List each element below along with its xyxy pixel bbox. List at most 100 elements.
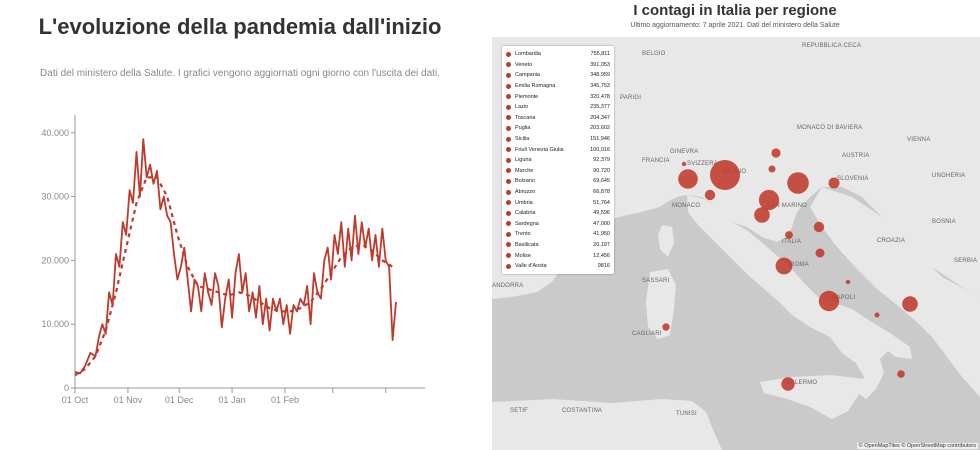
legend-row: Valle d'Aosta 9816	[506, 261, 610, 272]
land-north-africa	[492, 399, 722, 450]
legend-region-name: Calabria	[515, 210, 536, 217]
legend-region-name: Veneto	[515, 61, 533, 68]
legend-region-name: Lazio	[515, 104, 529, 111]
x-tick-label: 01 Dec	[165, 395, 194, 405]
legend-dot	[506, 72, 511, 78]
legend-region-value: 47,000	[593, 220, 610, 227]
legend-row: Piemonte 320,478	[506, 91, 610, 102]
place-label: ROMA	[790, 262, 809, 268]
place-label: UNGHERIA	[932, 173, 965, 179]
legend-region-value: 235,377	[590, 104, 610, 111]
legend-dot	[506, 51, 511, 57]
legend-region-name: Campania	[515, 72, 541, 79]
map-legend: Lombardia 755,811 Veneto 391,053 Campania 348…	[502, 46, 614, 275]
region-bubble	[775, 257, 793, 275]
legend-row: Calabria 49,596	[506, 208, 610, 219]
region-bubble	[818, 290, 840, 312]
legend-region-value: 348,959	[590, 72, 610, 79]
y-tick-label: 10.000	[41, 319, 69, 329]
place-label: CAGLIARI	[632, 331, 662, 337]
place-label: BELGIO	[642, 51, 666, 57]
legend-region-name: Toscana	[515, 114, 536, 121]
chart-title: L'evoluzione della pandemia dall'inizio	[38, 14, 442, 39]
legend-row: Umbria 51,764	[506, 197, 610, 208]
legend-dot	[506, 115, 511, 121]
legend-region-name: Sardegna	[515, 220, 539, 227]
legend-row: Veneto 391,053	[506, 60, 610, 71]
legend-dot	[506, 168, 511, 174]
legend-region-name: Umbria	[515, 199, 533, 206]
place-label: SERBIA	[954, 258, 977, 264]
region-bubble	[902, 296, 918, 312]
daily-cases-line	[74, 138, 397, 375]
place-label: ITALIA	[782, 239, 801, 245]
legend-dot	[506, 263, 511, 269]
region-bubble	[662, 323, 670, 331]
region-bubble	[813, 221, 825, 233]
legend-row: Trento 41,950	[506, 229, 610, 240]
legend-region-value: 66,878	[593, 189, 610, 196]
legend-dot	[506, 104, 511, 110]
region-bubble	[845, 279, 851, 285]
place-label: FRANCIA	[642, 158, 670, 164]
chart-panel: L'evoluzione della pandemia dall'inizio …	[38, 14, 442, 405]
place-label: SVIZZERA	[687, 161, 718, 167]
place-label: TUNISI	[676, 411, 697, 417]
legend-region-value: 755,811	[590, 51, 610, 58]
region-bubble	[787, 172, 809, 194]
legend-dot	[506, 242, 511, 248]
land-sardinia	[646, 269, 676, 339]
legend-dot	[506, 136, 511, 142]
map-panel: I contagi in Italia per regione Ultimo a…	[490, 0, 980, 450]
place-label: SASSARI	[642, 278, 670, 284]
legend-row: Basilicata 20,197	[506, 240, 610, 251]
region-bubble	[815, 248, 825, 258]
legend-region-name: Bolzano	[515, 178, 535, 185]
place-label: NAPOLI	[832, 295, 855, 301]
place-label: SAN MARINO	[767, 203, 807, 209]
legend-dot	[506, 157, 511, 163]
legend-region-value: 320,478	[590, 93, 610, 100]
legend-row: Puglia 203,602	[506, 123, 610, 134]
legend-row: Abruzzo 66,878	[506, 187, 610, 198]
x-tick-label: 01 Oct	[62, 395, 89, 405]
legend-region-name: Puglia	[515, 125, 531, 132]
place-label: ANDORRA	[492, 283, 523, 289]
legend-region-name: Emilia Romagna	[515, 83, 556, 90]
legend-region-value: 203,602	[590, 125, 610, 132]
legend-region-value: 204,347	[590, 114, 610, 121]
place-label: REPUBBLICA CECA	[802, 43, 861, 49]
legend-region-name: Sicilia	[515, 136, 530, 143]
legend-region-value: 100,016	[590, 146, 610, 153]
legend-dot	[506, 147, 511, 153]
legend-row: Lazio 235,377	[506, 102, 610, 113]
legend-dot	[506, 231, 511, 237]
legend-dot	[506, 221, 511, 227]
chart-subtitle: Dati del ministero della Salute. I grafi…	[40, 68, 440, 79]
legend-region-value: 49,596	[593, 210, 610, 217]
region-bubbles	[662, 148, 918, 391]
region-bubble	[710, 160, 740, 190]
legend-dot	[506, 253, 511, 259]
region-bubble	[874, 312, 880, 318]
y-tick-label: 40.000	[41, 128, 69, 138]
legend-region-name: Trento	[515, 231, 531, 238]
legend-region-value: 345,753	[590, 83, 610, 90]
legend-row: Sicilia 151,946	[506, 134, 610, 145]
legend-region-name: Liguria	[515, 157, 532, 164]
legend-region-name: Lombardia	[515, 51, 541, 58]
legend-region-value: 9816	[597, 263, 610, 270]
land-corsica	[658, 225, 674, 257]
legend-row: Sardegna 47,000	[506, 219, 610, 230]
place-label: SLOVENIA	[837, 176, 869, 182]
legend-dot	[506, 200, 511, 206]
region-bubble	[681, 161, 687, 167]
legend-dot	[506, 83, 511, 89]
place-label: MONACO DI BAVIERA	[797, 125, 862, 131]
legend-region-name: Basilicata	[515, 241, 539, 248]
land-italy	[687, 195, 912, 399]
place-label: SETIF	[510, 408, 528, 414]
x-tick-label: 01 Jan	[219, 395, 246, 405]
region-bubble	[785, 231, 793, 239]
place-label: VIENNA	[907, 137, 931, 143]
